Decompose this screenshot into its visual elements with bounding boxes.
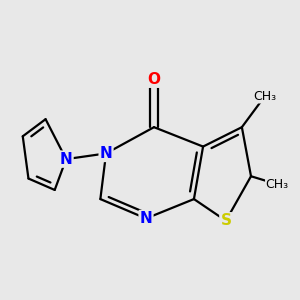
Text: S: S [220,213,231,228]
Text: N: N [140,211,152,226]
Text: CH₃: CH₃ [266,178,289,191]
Text: N: N [100,146,112,161]
Text: O: O [148,72,160,87]
Text: N: N [60,152,73,166]
Text: CH₃: CH₃ [253,90,276,103]
